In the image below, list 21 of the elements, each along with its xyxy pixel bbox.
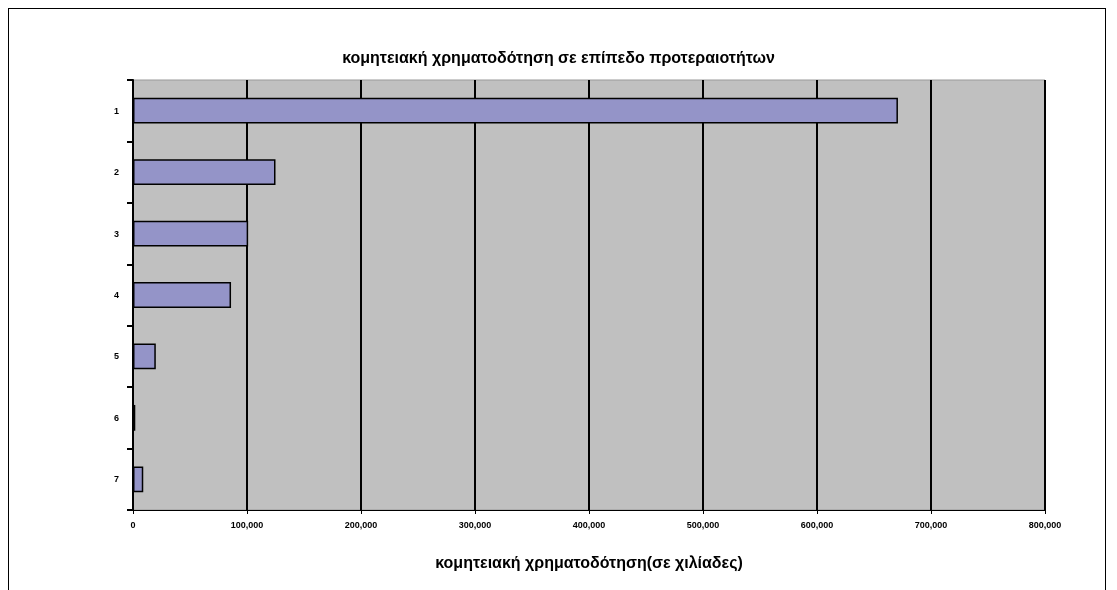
bar (133, 343, 156, 370)
x-tick-label: 400,000 (572, 519, 606, 530)
bar (133, 282, 232, 308)
y-tick-label: 7 (113, 474, 119, 485)
x-tick-label: 700,000 (914, 519, 948, 530)
x-axis-title: κομητειακή χρηματοδότηση(σε χιλίαδες) (435, 553, 743, 572)
y-tick-label: 5 (113, 351, 119, 362)
x-tick-label: 500,000 (686, 519, 720, 530)
x-tick-label: 100,000 (230, 519, 264, 530)
x-tick-label: 200,000 (344, 519, 378, 530)
y-tick-label: 1 (113, 105, 119, 116)
y-tick-label: 6 (113, 412, 119, 423)
x-tick-label: 800,000 (1028, 519, 1062, 530)
y-tick-label: 4 (113, 290, 119, 300)
x-tick-label: 300,000 (458, 519, 492, 530)
bar (133, 466, 144, 493)
y-tick-label: 2 (113, 167, 119, 178)
chart-title: κομητειακή χρηματοδότηση σε επίπεδο προτεραιοτήτων (342, 48, 775, 66)
y-tick-label: 3 (113, 228, 119, 239)
x-tick-label: 0 (130, 519, 136, 530)
x-tick-label: 600,000 (800, 519, 834, 530)
